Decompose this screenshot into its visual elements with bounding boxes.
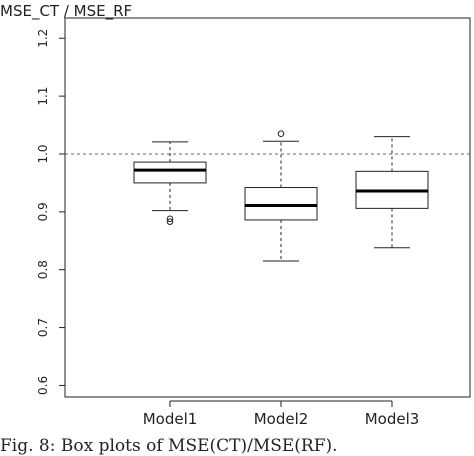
y-tick-label: 0.6: [36, 376, 50, 395]
y-axis-label: MSE_CT / MSE_RF: [0, 2, 133, 20]
figure-caption: Fig. 8: Box plots of MSE(CT)/MSE(RF).: [0, 436, 338, 456]
y-tick-label: 0.7: [36, 318, 50, 337]
x-axis: Model1 Model2 Model3: [143, 400, 420, 428]
x-tick-label: Model3: [365, 410, 420, 428]
plot-frame: [64, 17, 471, 398]
y-tick-label: 1.1: [36, 87, 50, 106]
y-tick-label: 1.0: [36, 144, 50, 163]
box-body: [244, 187, 318, 221]
box-model2: [244, 130, 318, 262]
y-tick-label: 0.9: [36, 202, 50, 221]
x-tick-label: Model2: [254, 410, 309, 428]
box-model3: [355, 136, 429, 249]
outlier-point: [166, 218, 174, 225]
y-tick-label: 1.2: [36, 29, 50, 48]
box-model1: [133, 141, 207, 225]
outlier-point: [277, 130, 285, 138]
y-tick-label: 0.8: [36, 260, 50, 279]
boxes-group: [133, 130, 429, 262]
box-body: [133, 161, 207, 184]
outlier-point: [166, 215, 174, 223]
x-tick-label: Model1: [143, 410, 198, 428]
plot-border: [64, 17, 471, 398]
y-axis: 0.6 0.7 0.8 0.9 1.0 1.1 1.2: [36, 29, 65, 395]
